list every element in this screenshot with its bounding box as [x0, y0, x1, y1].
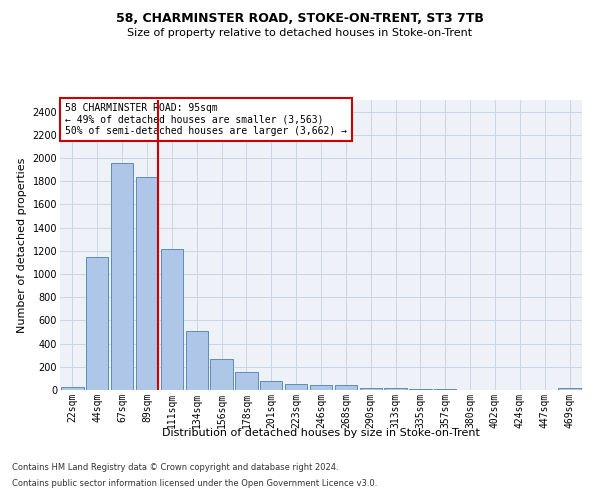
Bar	[285, 384, 307, 390]
Bar	[161, 249, 183, 390]
Bar	[559, 388, 581, 390]
Bar	[86, 256, 109, 390]
Bar	[359, 388, 382, 390]
Text: Contains public sector information licensed under the Open Government Licence v3: Contains public sector information licen…	[12, 478, 377, 488]
Bar	[136, 176, 158, 390]
Text: Distribution of detached houses by size in Stoke-on-Trent: Distribution of detached houses by size …	[162, 428, 480, 438]
Bar	[260, 380, 283, 390]
Text: Size of property relative to detached houses in Stoke-on-Trent: Size of property relative to detached ho…	[127, 28, 473, 38]
Bar	[335, 386, 357, 390]
Bar	[385, 388, 407, 390]
Text: 58 CHARMINSTER ROAD: 95sqm
← 49% of detached houses are smaller (3,563)
50% of s: 58 CHARMINSTER ROAD: 95sqm ← 49% of deta…	[65, 103, 347, 136]
Text: Contains HM Land Registry data © Crown copyright and database right 2024.: Contains HM Land Registry data © Crown c…	[12, 464, 338, 472]
Bar	[235, 372, 257, 390]
Y-axis label: Number of detached properties: Number of detached properties	[17, 158, 27, 332]
Bar	[409, 389, 431, 390]
Bar	[211, 360, 233, 390]
Bar	[111, 162, 133, 390]
Text: 58, CHARMINSTER ROAD, STOKE-ON-TRENT, ST3 7TB: 58, CHARMINSTER ROAD, STOKE-ON-TRENT, ST…	[116, 12, 484, 26]
Bar	[434, 389, 457, 390]
Bar	[185, 331, 208, 390]
Bar	[310, 385, 332, 390]
Bar	[61, 386, 83, 390]
